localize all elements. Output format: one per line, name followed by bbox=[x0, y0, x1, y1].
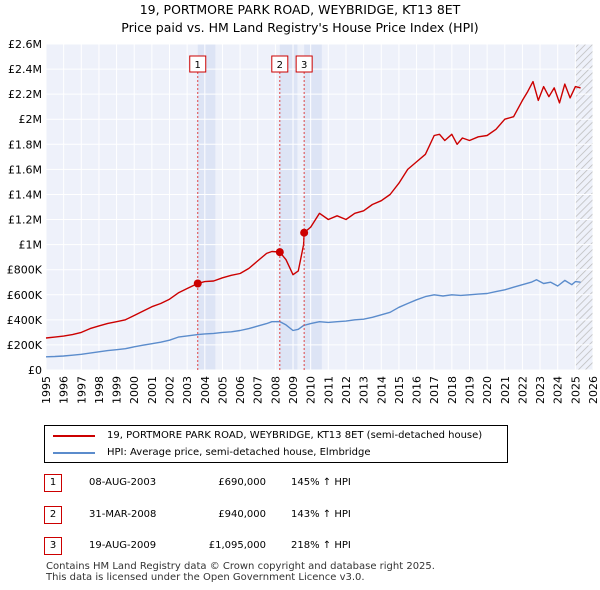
x-tick-label: 2019 bbox=[463, 376, 476, 404]
x-tick-label: 2015 bbox=[393, 376, 406, 404]
x-tick-label: 2000 bbox=[128, 376, 141, 404]
sale-row-3: 3 19-AUG-2009 £1,095,000 218% ↑ HPI bbox=[44, 537, 564, 555]
x-tick-label: 2026 bbox=[587, 376, 600, 404]
sale-badge-1: 1 bbox=[44, 474, 62, 492]
sale-point-2 bbox=[275, 248, 284, 257]
x-tick-label: 2025 bbox=[569, 376, 582, 404]
x-tick-label: 2017 bbox=[428, 376, 441, 404]
x-tick-label: 2020 bbox=[481, 376, 494, 404]
sale-box-label-3: 3 bbox=[301, 60, 307, 71]
x-tick-label: 2006 bbox=[234, 376, 247, 404]
x-tick-label: 2023 bbox=[534, 376, 547, 404]
sale-box-2 bbox=[271, 55, 289, 73]
y-tick-label: £400K bbox=[7, 314, 43, 327]
footer: Contains HM Land Registry data © Crown c… bbox=[46, 561, 435, 583]
sale-box-label-1: 1 bbox=[195, 60, 201, 71]
y-tick-label: £1.6M bbox=[8, 163, 42, 176]
sale-shade-1 bbox=[197, 44, 216, 370]
y-tick-label: £200K bbox=[7, 339, 43, 352]
price-chart: 1 2 3 £0 £200K £400K £600K £800K £1M £1.2M £1.4M £… bbox=[7, 38, 600, 404]
y-tick-label: £2.4M bbox=[8, 63, 42, 76]
chart-title: 19, PORTMORE PARK ROAD, WEYBRIDGE, KT13 … bbox=[139, 2, 461, 17]
sale-price-1: £690,000 bbox=[218, 477, 266, 488]
x-tick-label: 2005 bbox=[216, 376, 229, 404]
x-tick-label: 2011 bbox=[322, 376, 335, 404]
legend-swatch-red bbox=[53, 435, 95, 437]
sale-row-2: 2 31-MAR-2008 £940,000 143% ↑ HPI bbox=[44, 506, 564, 524]
forecast-hatch bbox=[575, 44, 593, 370]
sale-price-3: £1,095,000 bbox=[208, 540, 266, 551]
x-tick-label: 2021 bbox=[499, 376, 512, 404]
legend-label-hpi: HPI: Average price, semi-detached house,… bbox=[107, 447, 371, 458]
legend: 19, PORTMORE PARK ROAD, WEYBRIDGE, KT13 … bbox=[44, 425, 508, 463]
x-tick-label: 1996 bbox=[58, 376, 71, 404]
sale-hpi-2: 143% ↑ HPI bbox=[291, 509, 351, 520]
sale-date-1: 08-AUG-2003 bbox=[89, 477, 157, 488]
sale-hpi-1: 145% ↑ HPI bbox=[291, 477, 351, 488]
legend-swatch-blue bbox=[53, 452, 95, 454]
sale-badge-3: 3 bbox=[44, 537, 62, 555]
x-tick-label: 2004 bbox=[199, 376, 212, 404]
x-tick-label: 2016 bbox=[411, 376, 424, 404]
x-tick-label: 2008 bbox=[269, 376, 282, 404]
y-tick-label: £2.6M bbox=[8, 38, 42, 51]
x-tick-label: 2010 bbox=[305, 376, 318, 404]
sale-box-3 bbox=[295, 55, 313, 73]
y-tick-label: £2M bbox=[19, 113, 43, 126]
y-tick-label: £600K bbox=[7, 289, 43, 302]
y-tick-label: £1.4M bbox=[8, 188, 42, 201]
sale-point-3 bbox=[300, 228, 309, 237]
legend-label-property: 19, PORTMORE PARK ROAD, WEYBRIDGE, KT13 … bbox=[107, 430, 483, 441]
x-tick-label: 2012 bbox=[340, 376, 353, 404]
x-tick-label: 1995 bbox=[40, 376, 53, 404]
x-tick-label: 2013 bbox=[358, 376, 371, 404]
x-tick-label: 2009 bbox=[287, 376, 300, 404]
x-tick-label: 2024 bbox=[552, 376, 565, 404]
sale-price-2: £940,000 bbox=[218, 509, 266, 520]
y-tick-label: £1.2M bbox=[8, 214, 42, 227]
sale-box-label-2: 2 bbox=[277, 60, 283, 71]
x-tick-label: 2007 bbox=[252, 376, 265, 404]
sale-badge-2: 2 bbox=[44, 506, 62, 524]
sale-box-1 bbox=[189, 55, 207, 73]
x-tick-label: 1999 bbox=[111, 376, 124, 404]
y-tick-label: £1.8M bbox=[8, 138, 42, 151]
sale-date-2: 31-MAR-2008 bbox=[89, 509, 157, 520]
x-tick-label: 2022 bbox=[516, 376, 529, 404]
series-line-hpi bbox=[45, 279, 581, 358]
footer-licence: This data is licensed under the Open Gov… bbox=[46, 572, 365, 583]
sale-hpi-3: 218% ↑ HPI bbox=[291, 540, 351, 551]
x-tick-label: 1998 bbox=[93, 376, 106, 404]
sale-shade-2 bbox=[279, 44, 298, 370]
y-tick-label: £2.2M bbox=[8, 88, 42, 101]
sale-point-1 bbox=[193, 279, 202, 288]
chart-subtitle: Price paid vs. HM Land Registry's House … bbox=[121, 20, 479, 35]
footer-copyright: Contains HM Land Registry data © Crown c… bbox=[46, 561, 435, 572]
y-tick-label: £800K bbox=[7, 264, 43, 277]
x-tick-label: 2018 bbox=[446, 376, 459, 404]
x-tick-label: 1997 bbox=[75, 376, 88, 404]
sale-shade-3 bbox=[304, 44, 322, 370]
sale-row-1: 1 08-AUG-2003 £690,000 145% ↑ HPI bbox=[44, 474, 564, 492]
y-tick-label: £0 bbox=[28, 364, 42, 377]
y-tick-label: £1M bbox=[19, 239, 43, 252]
x-tick-label: 2003 bbox=[181, 376, 194, 404]
x-tick-label: 2002 bbox=[164, 376, 177, 404]
sale-date-3: 19-AUG-2009 bbox=[89, 540, 157, 551]
series-line-property bbox=[45, 80, 581, 339]
x-tick-label: 2001 bbox=[146, 376, 159, 404]
x-tick-label: 2014 bbox=[375, 376, 388, 404]
